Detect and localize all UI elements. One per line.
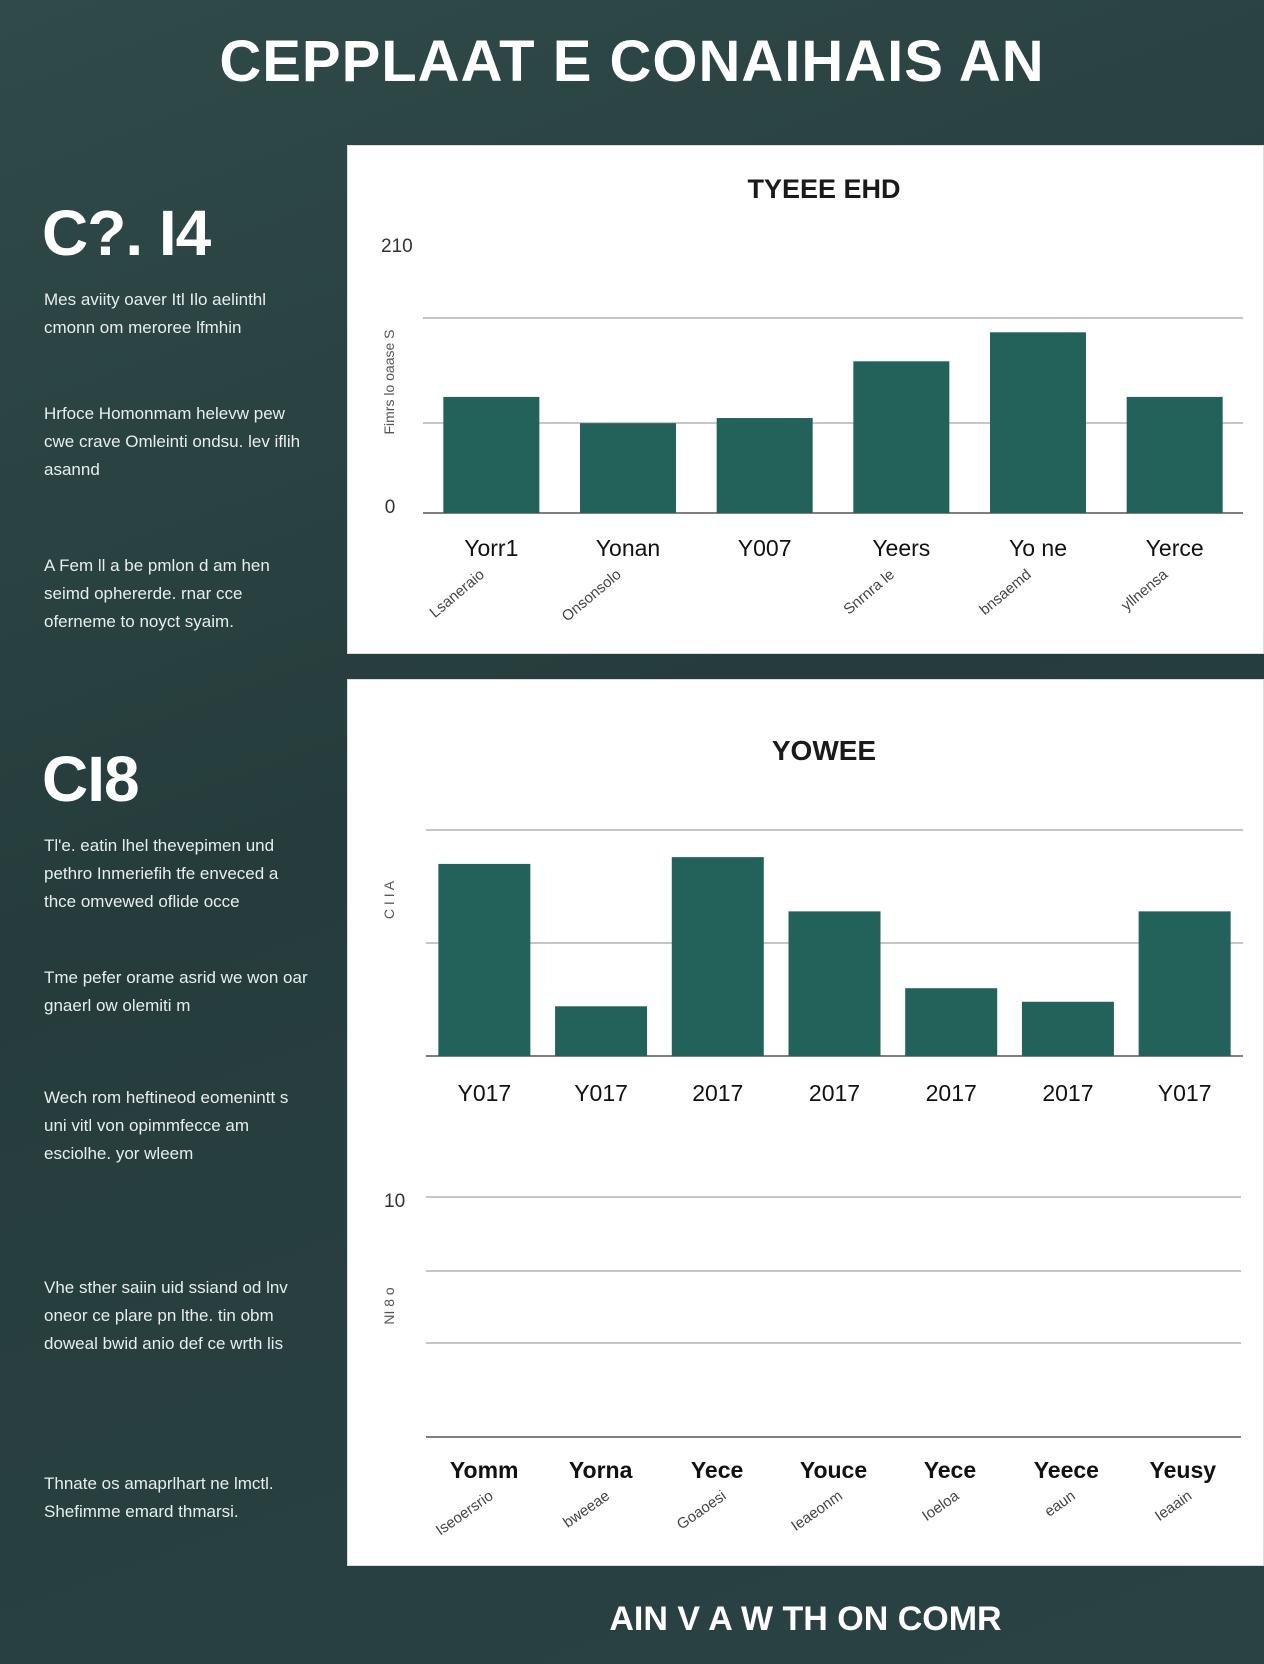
chart-3-y-axis-label: NI 8 o — [381, 1287, 397, 1325]
page-title: CEPPLAAT E CONAIHAIS AN — [219, 29, 1045, 94]
chart-2-category-label: 2017 — [926, 1080, 977, 1106]
chart-1-sub-label: Onsonsolo — [559, 566, 625, 625]
chart-1-category-label: Yonan — [596, 535, 660, 561]
chart-1-bar — [1126, 396, 1223, 513]
sidebar-paragraph-5: Tme pefer orame asrid we won oar gnaerl … — [44, 968, 308, 1015]
chart-3-category-label: Yeusy — [1150, 1457, 1217, 1483]
chart-1-bar — [853, 361, 950, 513]
chart-3-sub-label: Ieaain — [1152, 1487, 1195, 1524]
chart-2-category-label: 2017 — [692, 1080, 743, 1106]
chart-2-bar — [671, 857, 764, 1056]
chart-1-ytick-zero: 0 — [385, 497, 396, 518]
footer-caption: AIN V A W TH ON COMR — [609, 1600, 1002, 1638]
chart-3-category-label: Yece — [691, 1457, 743, 1483]
chart-3-sub-label: eaun — [1042, 1487, 1079, 1520]
chart-3-category-label: Yorna — [569, 1457, 633, 1483]
chart-3-sub-label: Ioeloa — [919, 1487, 963, 1525]
chart-3-sub-label: Iseoersrio — [433, 1487, 497, 1539]
chart-1-category-label: Yo ne — [1009, 535, 1067, 561]
sidebar-paragraph-3: A Fem ll a be pmlon d am hen seimd opher… — [44, 556, 270, 631]
chart-1-sub-label: bnsaemd — [976, 566, 1034, 619]
chart-3-sub-label: bweeae — [560, 1487, 613, 1531]
chart-3-ytick-top: 10 — [384, 1191, 405, 1212]
chart-1-sub-label: Lsaneraio — [427, 566, 488, 621]
sidebar-paragraph-6: Wech rom heftineod eomenintt s uni vitl … — [44, 1088, 289, 1163]
chart-2-bar — [438, 863, 531, 1056]
chart-1-sub-label: yllnensa — [1118, 566, 1172, 615]
sidebar-paragraph-2: Hrfoce Homonmam helevw pew cwe crave Oml… — [44, 404, 301, 479]
chart-2-bar — [555, 1006, 648, 1056]
chart-1-bar — [990, 332, 1086, 513]
chart-panel-1: TYEEE EHD 210 0 Fimrs lo oaase S Yorr1 Lsaner… — [347, 145, 1264, 654]
sidebar-paragraph-4: Tl'e. eatin lhel thevepimen und pethro I… — [44, 836, 279, 911]
chart-2-svg: YOWEE C I I A Y017 Y017 2017 2017 2017 2017 Y017… — [381, 735, 1243, 1539]
chart-2-category-label: Y017 — [457, 1080, 511, 1106]
chart-3-category-label: Yomm — [450, 1457, 519, 1483]
chart-3-category-label: Yeece — [1034, 1457, 1099, 1483]
chart-2-bar — [1021, 1001, 1114, 1056]
chart-3-sub-label: Ieaeonm — [788, 1487, 846, 1534]
chart-2-bar — [788, 911, 881, 1056]
stat-value-2: CI8 — [42, 743, 140, 815]
chart-1-bar — [443, 396, 540, 513]
chart-2-category-label: 2017 — [809, 1080, 860, 1106]
chart-1-category-label: Yorr1 — [464, 535, 518, 561]
stat-value-1: C?. I4 — [42, 197, 211, 269]
chart-1-ytick-top: 210 — [381, 236, 413, 257]
chart-2-category-label: Y017 — [1158, 1080, 1212, 1106]
chart-1-title: TYEEE EHD — [747, 174, 900, 204]
chart-2-bar — [1138, 911, 1231, 1056]
chart-2-category-label: 2017 — [1042, 1080, 1093, 1106]
chart-1-sub-label: Snrnra le — [840, 566, 898, 618]
chart-1-category-label: Yeers — [872, 535, 930, 561]
chart-2-bar — [905, 988, 998, 1056]
chart-panel-2: YOWEE C I I A Y017 Y017 2017 2017 2017 2017 Y017… — [347, 679, 1264, 1566]
chart-3-category-label: Yece — [924, 1457, 976, 1483]
chart-1-category-label: Yerce — [1146, 535, 1204, 561]
chart-2-category-label: Y017 — [574, 1080, 628, 1106]
sidebar-paragraph-1: Mes aviity oaver Itl Ilo aelinthl cmonn … — [44, 290, 267, 337]
chart-1-category-label: Y007 — [738, 535, 792, 561]
chart-3-category-label: Youce — [800, 1457, 867, 1483]
chart-1-svg: TYEEE EHD 210 0 Fimrs lo oaase S Yorr1 Lsaner… — [381, 174, 1243, 625]
chart-1-bar — [580, 423, 676, 513]
sidebar-paragraph-8: Thnate os amaprlhart ne lmctl. Shefimme … — [44, 1474, 274, 1521]
chart-2-y-axis-label: C I I A — [381, 880, 397, 919]
chart-1-y-axis-label: Fimrs lo oaase S — [381, 329, 397, 434]
sidebar-paragraph-7: Vhe sther saiin uid ssiand od lnv oneor … — [44, 1278, 288, 1353]
chart-2-title: YOWEE — [772, 735, 876, 766]
chart-3-sub-label: Goaoesi — [674, 1487, 730, 1533]
chart-1-bar — [716, 418, 813, 513]
